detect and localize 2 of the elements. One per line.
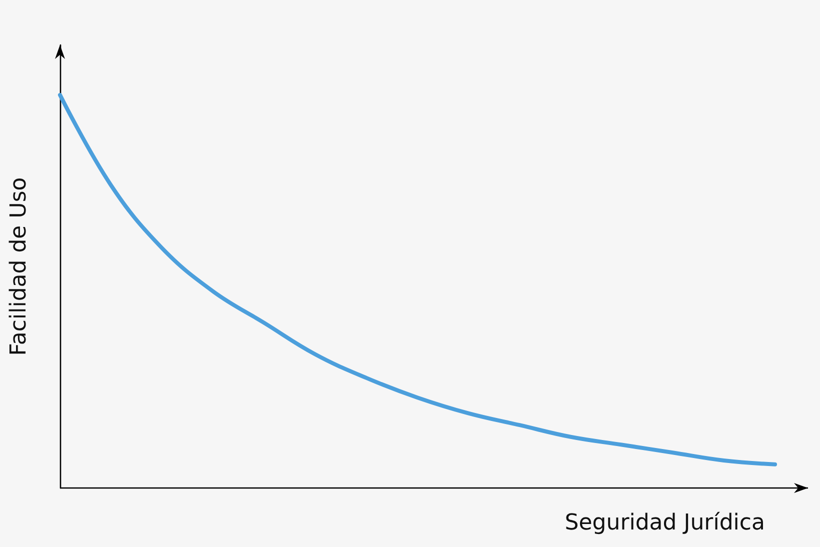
y-axis-title: Facilidad de Uso [6,177,32,356]
x-axis-title: Seguridad Jurídica [564,510,765,536]
